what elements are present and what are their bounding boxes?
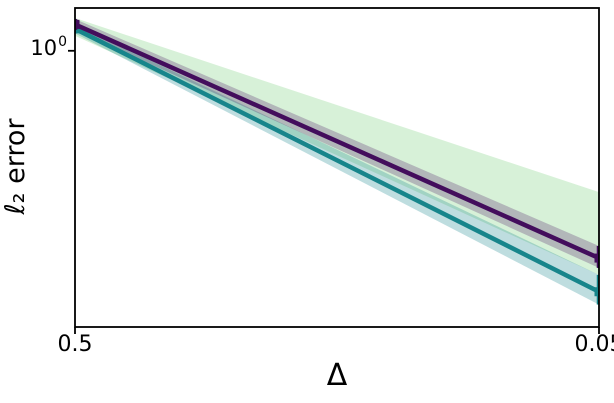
y-axis-label: ℓ₂ error bbox=[0, 118, 31, 215]
marker-teal bbox=[594, 287, 599, 297]
plot-area bbox=[75, 17, 599, 305]
line-teal bbox=[75, 26, 599, 294]
x-axis-label: Δ bbox=[326, 358, 348, 393]
x-tick-label-left: 0.5 bbox=[57, 332, 93, 357]
x-tick-label-right: 0.05 bbox=[574, 332, 614, 357]
line-purple bbox=[75, 22, 599, 261]
marker-purple bbox=[75, 19, 80, 29]
y-tick-exponent: 0 bbox=[58, 33, 67, 50]
y-tick-base: 10 bbox=[30, 35, 58, 60]
plot-border bbox=[74, 7, 600, 328]
y-tick-label: 100 bbox=[0, 33, 67, 60]
marker-purple bbox=[594, 253, 599, 263]
